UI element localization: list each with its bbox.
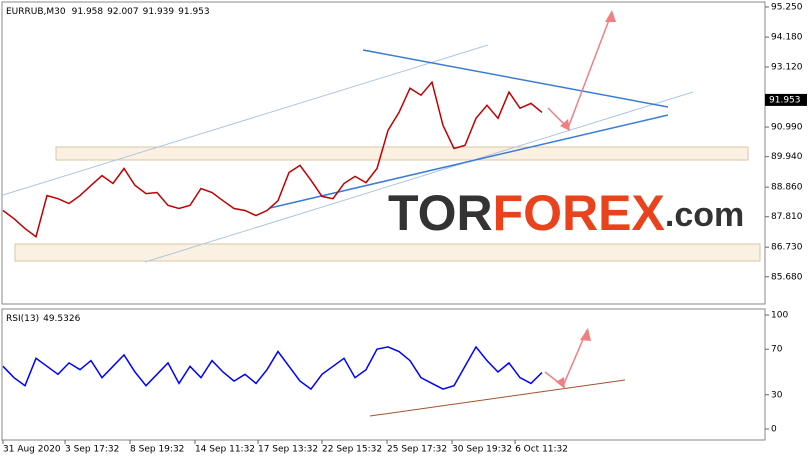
rsi-panel bbox=[1, 308, 766, 441]
rsi-trend-line bbox=[369, 379, 626, 417]
x-tick-label: 17 Sep 13:32 bbox=[258, 445, 318, 455]
y-tick-label: 70 bbox=[771, 345, 783, 355]
arrow-head bbox=[560, 119, 570, 131]
y-tick-label: 0 bbox=[771, 424, 777, 434]
ohlc-value: 91.958 bbox=[72, 7, 104, 17]
x-tick-label: 3 Sep 17:32 bbox=[65, 445, 119, 455]
y-tick-label: 100 bbox=[771, 311, 788, 321]
price-label: 91.953 bbox=[769, 95, 801, 105]
y-tick-label: 95.250 bbox=[771, 2, 803, 12]
ohlc-value: 91.953 bbox=[178, 7, 210, 17]
trend-line bbox=[362, 49, 669, 108]
ohlc-value: 92.007 bbox=[107, 7, 139, 17]
x-tick-label: 31 Aug 2020 bbox=[3, 445, 61, 455]
x-tick-label: 30 Sep 19:32 bbox=[452, 445, 512, 455]
y-tick-label: 89.940 bbox=[771, 152, 803, 162]
symbol: EURRUB,M30 bbox=[6, 7, 66, 17]
zone bbox=[14, 243, 761, 262]
watermark: TORFOREX.com bbox=[388, 185, 744, 241]
ohlc-value: 91.939 bbox=[143, 7, 175, 17]
series-line bbox=[2, 80, 543, 238]
x-tick-label: 6 Oct 11:32 bbox=[515, 445, 568, 455]
annotations bbox=[2, 10, 761, 417]
arrow-head bbox=[556, 377, 565, 389]
x-tick-label: 25 Sep 17:32 bbox=[387, 445, 447, 455]
series-line bbox=[2, 345, 543, 391]
y-tick-label: 85.680 bbox=[771, 272, 803, 282]
x-tick-label: 8 Sep 19:32 bbox=[130, 445, 184, 455]
watermark-part: FOREX bbox=[493, 185, 665, 241]
y-tick-label: 90.990 bbox=[771, 123, 803, 133]
channel-line bbox=[2, 44, 489, 196]
rsi-title: RSI(13) bbox=[6, 314, 39, 324]
y-tick-label: 87.810 bbox=[771, 212, 803, 222]
zone bbox=[55, 146, 749, 161]
arrow-head bbox=[580, 328, 591, 341]
rsi-header: RSI(13) 49.5326 bbox=[6, 314, 81, 324]
x-tick-label: 22 Sep 15:32 bbox=[322, 445, 382, 455]
arrow-head bbox=[605, 10, 616, 22]
channel-line bbox=[144, 91, 694, 263]
rsi-value: 49.5326 bbox=[43, 314, 80, 324]
y-tick-label: 30 bbox=[771, 390, 783, 400]
price-label-box bbox=[765, 93, 807, 106]
x-tick-label: 14 Sep 11:32 bbox=[195, 445, 255, 455]
y-tick-label: 93.120 bbox=[771, 63, 803, 73]
y-tick-label: 94.180 bbox=[771, 33, 803, 43]
watermark-part: .com bbox=[665, 196, 744, 234]
y-tick-label: 88.860 bbox=[771, 183, 803, 193]
price-panel bbox=[1, 1, 766, 305]
header: EURRUB,M30 91.958 92.007 91.939 91.953 bbox=[6, 7, 210, 17]
trend-line bbox=[269, 114, 669, 209]
watermark-part: TOR bbox=[388, 185, 493, 241]
y-tick-label: 86.730 bbox=[771, 243, 803, 253]
